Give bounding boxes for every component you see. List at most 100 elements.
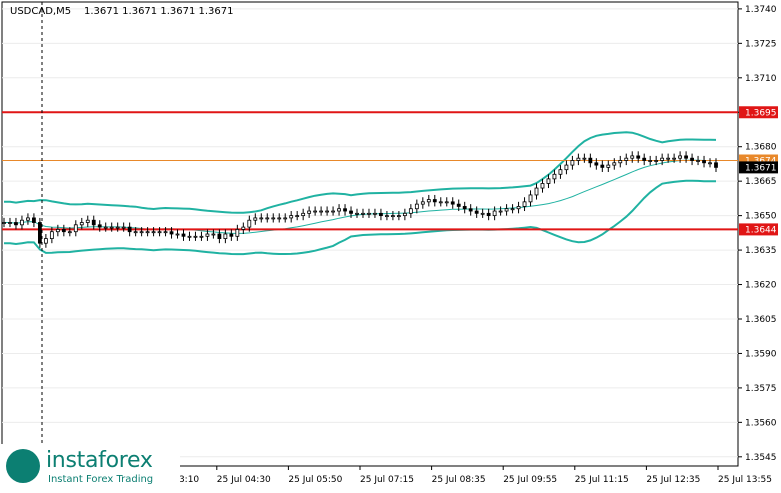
candle-body <box>516 206 521 210</box>
candle-body <box>714 162 718 168</box>
candle-body <box>594 162 599 166</box>
candle-body <box>169 231 174 235</box>
candle-body <box>678 155 683 159</box>
y-tick-label: 1.3740 <box>745 5 777 15</box>
candle-body <box>85 219 90 223</box>
candle-body <box>127 226 132 233</box>
candle-body <box>666 157 671 160</box>
candle-body <box>636 155 641 159</box>
candle-body <box>289 215 294 219</box>
candle-body <box>115 226 120 229</box>
y-tick-label: 1.3680 <box>745 143 777 153</box>
level-lines <box>2 111 738 231</box>
candle-body <box>163 231 168 234</box>
candle-body <box>546 178 551 184</box>
candle-body <box>2 222 6 224</box>
candle-body <box>462 206 467 210</box>
symbol-label: USDCAD,M5 <box>10 6 71 17</box>
candle-body <box>474 210 479 214</box>
y-tick-label: 1.3575 <box>745 384 777 394</box>
current-price-label: 1.3671 <box>745 163 777 173</box>
candle-body <box>642 157 647 161</box>
candle-body <box>235 229 240 237</box>
lower-band <box>4 179 717 256</box>
y-tick-label: 1.3635 <box>745 246 777 256</box>
candle-body <box>97 224 102 228</box>
candle-body <box>402 212 407 217</box>
candle-body <box>343 208 347 212</box>
y-tick-label: 1.3665 <box>745 177 777 187</box>
candle-body <box>265 217 270 220</box>
candle-body <box>606 164 611 168</box>
level-label: 1.3644 <box>745 225 777 235</box>
candle-body <box>420 201 425 205</box>
brand-name: instaforex <box>46 448 153 473</box>
candle-body <box>217 233 222 239</box>
candle-body <box>32 217 36 223</box>
candle-body <box>133 231 138 234</box>
candle-body <box>337 208 341 212</box>
candle-body <box>618 160 623 164</box>
candle-body <box>277 217 282 220</box>
candle-body <box>600 164 605 168</box>
x-tick-label: 25 Jul 08:35 <box>432 475 486 485</box>
candle-body <box>450 201 455 205</box>
candle-body <box>14 222 18 226</box>
y-tick-label: 1.3605 <box>745 315 777 325</box>
candle-body <box>468 208 473 212</box>
candle-body <box>187 235 192 238</box>
candle-body <box>558 169 563 175</box>
candle-body <box>367 212 371 215</box>
candle-body <box>259 217 264 220</box>
candle-body <box>307 210 312 214</box>
candle-body <box>396 215 401 218</box>
candle-body <box>684 155 688 159</box>
brand-logo: instaforex Instant Forex Trading <box>0 444 180 489</box>
candle-body <box>540 183 545 189</box>
candle-body <box>408 208 413 214</box>
candles <box>2 151 718 248</box>
candle-body <box>145 231 150 234</box>
candle-body <box>55 229 60 233</box>
candle-body <box>564 164 569 171</box>
candle-body <box>696 160 700 162</box>
candle-body <box>205 233 210 237</box>
x-tick-label: 25 Jul 04:30 <box>217 475 271 485</box>
candle-body <box>151 231 156 234</box>
candle-body <box>486 212 491 217</box>
candle-body <box>157 231 162 234</box>
candle-body <box>690 157 694 161</box>
x-tick-label: 25 Jul 07:15 <box>360 475 414 485</box>
candle-body <box>582 157 587 160</box>
candle-body <box>67 231 72 234</box>
candle-body <box>325 210 329 213</box>
candle-body <box>109 226 114 229</box>
candle-body <box>26 217 30 221</box>
y-tick-label: 1.3545 <box>745 453 777 463</box>
candle-body <box>223 233 228 239</box>
y-tick-label: 1.3710 <box>745 74 777 84</box>
candle-body <box>199 235 204 238</box>
candle-body <box>385 215 389 218</box>
candle-body <box>444 201 449 204</box>
candle-body <box>271 217 276 220</box>
candle-body <box>522 201 527 207</box>
candle-body <box>612 162 617 166</box>
candle-body <box>349 210 353 214</box>
candle-body <box>528 194 533 203</box>
candle-body <box>37 222 42 244</box>
candle-body <box>456 203 461 207</box>
candle-body <box>588 157 593 164</box>
candle-body <box>181 233 186 237</box>
upper-band <box>4 131 717 214</box>
candle-body <box>229 233 234 237</box>
candle-body <box>576 157 581 161</box>
level-label-bg <box>739 106 778 119</box>
candle-body <box>20 219 24 226</box>
candle-body <box>379 212 383 217</box>
y-tick-label: 1.3650 <box>745 212 777 222</box>
candle-body <box>480 212 485 215</box>
candle-body <box>139 231 144 234</box>
